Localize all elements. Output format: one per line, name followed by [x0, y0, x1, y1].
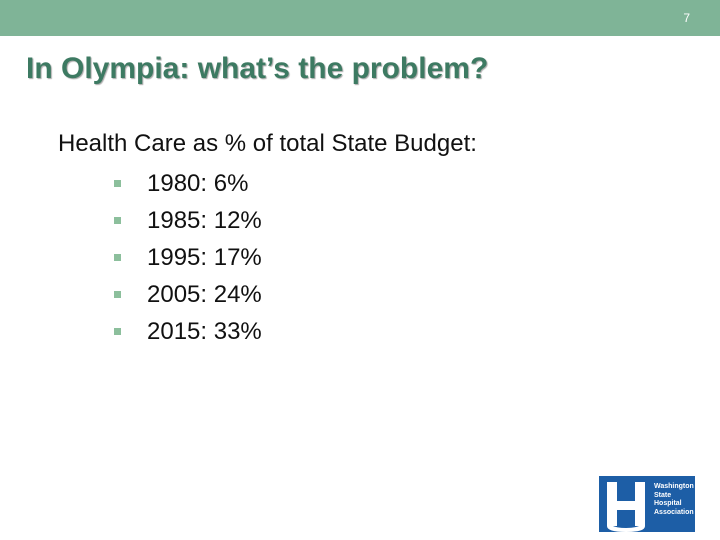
bullet-text: 2005: 24%	[147, 281, 262, 308]
logo-line: Washington	[654, 483, 694, 490]
wsha-h-logo-icon	[607, 482, 645, 532]
square-bullet-icon	[114, 254, 121, 261]
logo-wordmark: Washington State Hospital Association	[654, 483, 694, 517]
square-bullet-icon	[114, 180, 121, 187]
slide-subheading: Health Care as % of total State Budget:	[58, 130, 477, 157]
bullet-text: 1985: 12%	[147, 207, 262, 234]
wsha-logo: Washington State Hospital Association	[599, 476, 695, 532]
square-bullet-icon	[114, 291, 121, 298]
logo-line: State	[654, 491, 672, 499]
bullet-text: 1995: 17%	[147, 244, 262, 271]
page-number: 7	[683, 11, 690, 25]
square-bullet-icon	[114, 217, 121, 224]
header-bar: 7	[0, 0, 720, 36]
bullet-text: 1980: 6%	[147, 170, 249, 197]
logo-line: Hospital	[654, 500, 682, 507]
square-bullet-icon	[114, 328, 121, 335]
slide-title: In Olympia: what’s the problem?	[26, 52, 489, 85]
logo-line: Association	[654, 508, 694, 516]
bullet-text: 2015: 33%	[147, 318, 262, 345]
